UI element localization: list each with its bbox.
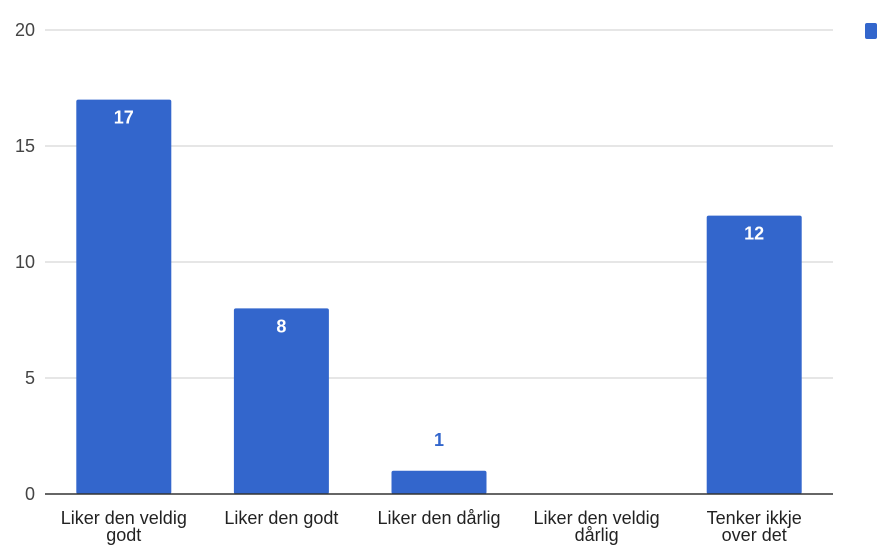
bar-3 xyxy=(391,470,487,494)
category-label-5: Tenker ikkje over det xyxy=(707,508,802,545)
bar-1 xyxy=(76,99,172,494)
bar-5 xyxy=(706,215,802,494)
gridlines xyxy=(45,29,833,379)
category-label-4: Liker den veldig dårlig xyxy=(534,508,660,545)
data-label-1: 17 xyxy=(114,108,134,128)
x-axis-categories: Liker den veldig godt Liker den godt Liker … xyxy=(61,508,802,545)
category-label-1: Liker den veldig godt xyxy=(61,508,187,545)
y-tick-label: 0 xyxy=(25,484,35,504)
data-label-2: 8 xyxy=(276,316,286,336)
category-label-2: Liker den godt xyxy=(224,508,338,528)
y-tick-label: 20 xyxy=(15,20,35,40)
y-tick-label: 5 xyxy=(25,368,35,388)
category-label-3: Liker den dårlig xyxy=(377,508,500,528)
legend-swatch xyxy=(865,23,877,39)
y-tick-label: 15 xyxy=(15,136,35,156)
bars xyxy=(76,99,802,494)
bar-2 xyxy=(233,308,329,494)
data-labels: 17 8 1 12 xyxy=(114,108,764,450)
y-tick-label: 10 xyxy=(15,252,35,272)
data-label-5: 12 xyxy=(744,224,764,244)
y-axis-ticks: 0 5 10 15 20 xyxy=(15,20,35,504)
data-label-3: 1 xyxy=(434,430,444,450)
